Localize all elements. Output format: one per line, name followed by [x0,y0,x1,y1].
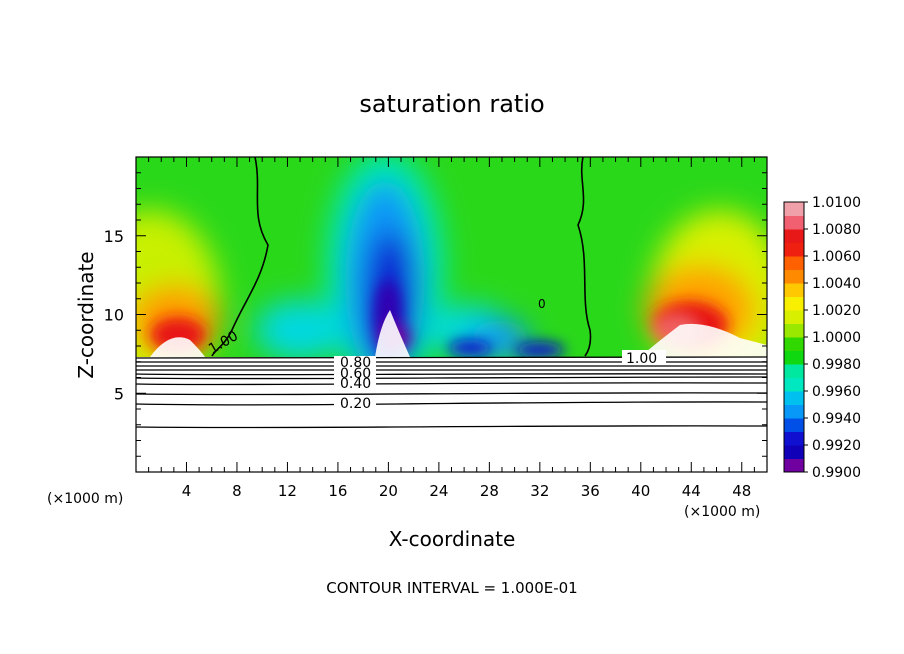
colorbar-label: 1.0060 [812,249,861,265]
y-tick-label: 5 [114,384,124,403]
colorbar-band [784,229,804,243]
x-tick-label: 44 [682,482,701,500]
x-tick-label: 20 [379,482,398,500]
colorbar-label: 1.0040 [812,276,861,292]
colorbar-band [784,242,804,257]
x-tick-label: 32 [530,482,549,500]
colorbar-label: 0.9900 [812,465,861,481]
colorbar-band [784,458,804,473]
colorbar-band [784,418,804,432]
colorbar-bands [784,202,804,473]
colorbar-label: 0.9940 [812,411,861,427]
x-tick-label: 16 [328,482,347,500]
contour-label-0-40: 0.40 [340,376,371,392]
colorbar-label: 1.0080 [812,222,861,238]
contour-label-0: 0 [538,297,546,311]
lower-contours [135,356,768,429]
y-tick-label: 15 [104,227,124,246]
colorbar-band [784,391,804,405]
colorbar-label: 0.9920 [812,438,861,454]
contour-label-0-20: 0.20 [340,396,371,412]
colorbar-band [784,377,804,392]
colorbar-label: 1.0100 [812,195,861,211]
x-unit-left: (×1000 m) [47,491,123,507]
contour-label-0-60: 0.60 [340,366,371,382]
y-axis-ticks: 5 10 15 [104,172,767,457]
x-tick-label: 28 [480,482,499,500]
colorbar: 1.0100 1.0080 1.0060 1.0040 1.0020 1.0000 0.99… [783,195,861,481]
contour-labels: 1.00 1.00 0 0.80 0.60 0.40 0.20 [206,297,666,412]
colorbar-band [784,256,804,270]
x-axis-ticks: 4 8 12 16 20 24 28 32 36 40 44 48 [148,157,755,500]
colorbar-band [784,364,804,378]
x-tick-label: 4 [182,482,192,500]
colorbar-band [784,404,804,419]
colorbar-band [784,323,804,338]
x-tick-label: 24 [429,482,448,500]
x-tick-label: 36 [581,482,600,500]
contour-label-0-80: 0.80 [340,355,371,371]
y-tick-label: 10 [104,306,124,325]
contour-interval-note: CONTOUR INTERVAL = 1.000E-01 [326,579,577,597]
colorbar-band [784,337,804,351]
colorbar-band [784,215,804,230]
colorbar-label: 1.0000 [812,330,861,346]
colorbar-label: 1.0020 [812,303,861,319]
x-tick-label: 40 [631,482,650,500]
x-axis-label: X-coordinate [389,527,516,551]
colorbar-label: 0.9960 [812,384,861,400]
colorbar-band [784,202,804,216]
colorbar-band [784,283,804,297]
x-unit-right: (×1000 m) [684,504,760,520]
x-tick-label: 12 [278,482,297,500]
colorbar-label: 0.9980 [812,357,861,373]
contour-label-1-00-right: 1.00 [626,351,657,367]
saturation-field [136,157,767,357]
chart-title: saturation ratio [359,90,544,118]
colorbar-band [784,350,804,365]
colorbar-band [784,296,804,311]
colorbar-band [784,431,804,446]
x-tick-label: 8 [232,482,242,500]
colorbar-band [784,269,804,284]
x-tick-label: 48 [732,482,751,500]
y-axis-label: Z-coordinate [74,251,98,378]
colorbar-labels: 1.0100 1.0080 1.0060 1.0040 1.0020 1.0000 0.99… [804,195,861,481]
colorbar-band [784,445,804,459]
colorbar-band [784,310,804,324]
